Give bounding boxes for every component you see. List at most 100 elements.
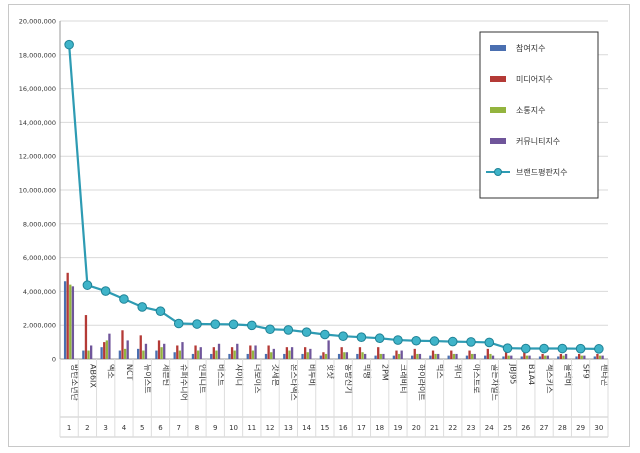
bar xyxy=(304,347,307,359)
category-label: 위너 xyxy=(454,364,464,379)
bar xyxy=(157,340,161,359)
category-label: 빅스 xyxy=(435,364,444,379)
bar xyxy=(413,348,416,359)
bar xyxy=(416,353,419,359)
rank-label: 27 xyxy=(540,424,549,432)
rank-label: 21 xyxy=(430,424,439,432)
bar xyxy=(163,343,166,359)
bar xyxy=(596,353,599,359)
bar xyxy=(123,348,127,359)
bar xyxy=(306,352,309,359)
bar xyxy=(431,350,435,359)
bar xyxy=(544,355,547,359)
line-point xyxy=(356,332,367,342)
bar xyxy=(199,347,202,359)
category-label: 펜타곤 xyxy=(600,364,609,386)
line-point xyxy=(484,337,495,348)
category-label: 비스트 xyxy=(216,364,225,386)
rank-label: 25 xyxy=(503,424,512,432)
legend-label: 미디어지수 xyxy=(516,74,553,84)
bar xyxy=(364,353,367,359)
legend-swatch xyxy=(490,45,506,51)
legend-label: 커뮤니티지수 xyxy=(516,136,560,146)
y-tick-label: 6,000,000 xyxy=(23,254,56,262)
bar xyxy=(264,353,268,359)
bar xyxy=(447,355,450,359)
bar xyxy=(233,350,236,359)
line-point xyxy=(338,331,348,341)
category-label: 동방신기 xyxy=(344,364,354,393)
rank-label: 23 xyxy=(467,424,476,432)
rank-label: 2 xyxy=(85,424,89,432)
bar xyxy=(429,355,432,359)
category-label: NCT xyxy=(125,364,134,381)
category-label: 뉴이스트 xyxy=(143,364,153,393)
bar xyxy=(215,350,218,359)
y-tick-label: 12,000,000 xyxy=(19,153,56,161)
bar xyxy=(126,340,129,359)
category-label: 엑소 xyxy=(107,364,117,379)
y-tick-label: 16,000,000 xyxy=(19,85,56,93)
bar xyxy=(230,347,234,359)
line-point xyxy=(82,280,93,290)
line-point xyxy=(137,302,147,312)
y-tick-label: 18,000,000 xyxy=(19,51,56,59)
bar xyxy=(90,345,93,359)
rank-label: 5 xyxy=(140,424,144,432)
rank-label: 22 xyxy=(448,424,457,432)
rank-label: 7 xyxy=(176,424,180,432)
bar xyxy=(358,347,362,359)
bar xyxy=(337,353,341,359)
legend-label: 브랜드평판지수 xyxy=(516,167,568,177)
bar xyxy=(324,353,328,359)
bar xyxy=(471,353,474,359)
rank-label: 14 xyxy=(302,424,311,432)
bar xyxy=(489,353,492,359)
bar xyxy=(578,353,581,359)
bar xyxy=(309,348,312,359)
y-tick-label: 20,000,000 xyxy=(19,18,56,26)
rank-label: 6 xyxy=(158,424,163,432)
category-label: 샤이니 xyxy=(235,364,245,386)
line-point xyxy=(265,324,275,335)
bar xyxy=(502,356,505,359)
category-label: 블락비 xyxy=(563,364,573,386)
category-label: AB6IX xyxy=(88,364,97,388)
y-tick-label: 14,000,000 xyxy=(19,119,56,127)
bar xyxy=(290,347,294,359)
rank-label: 19 xyxy=(393,424,402,432)
bar xyxy=(118,350,122,359)
bar xyxy=(374,355,377,359)
bar xyxy=(105,340,108,359)
line-point xyxy=(575,343,586,354)
y-tick-label: 2,000,000 xyxy=(23,322,56,330)
bar xyxy=(361,352,364,359)
bar xyxy=(212,347,215,359)
bar xyxy=(379,353,382,359)
line-point xyxy=(374,333,385,344)
bar xyxy=(251,350,255,359)
bar xyxy=(564,353,568,359)
bar xyxy=(66,272,69,359)
category-label: 세븐틴 xyxy=(161,364,171,386)
line-point xyxy=(466,337,476,347)
bar xyxy=(191,353,195,359)
bar xyxy=(523,352,526,359)
bar xyxy=(345,352,349,359)
bar xyxy=(507,355,510,359)
rank-label: 20 xyxy=(412,424,421,432)
bar xyxy=(270,352,273,359)
bar xyxy=(510,355,513,359)
category-label: 빅뱅 xyxy=(362,364,372,379)
bar xyxy=(340,347,343,359)
category-label: 2PM xyxy=(381,364,390,381)
bar xyxy=(283,353,286,359)
bar xyxy=(411,355,414,359)
bar xyxy=(285,347,289,359)
bar xyxy=(473,353,476,359)
line-point xyxy=(173,318,184,329)
bar xyxy=(181,342,184,359)
line-point xyxy=(192,319,202,329)
bar xyxy=(382,353,385,359)
bar xyxy=(121,330,124,359)
